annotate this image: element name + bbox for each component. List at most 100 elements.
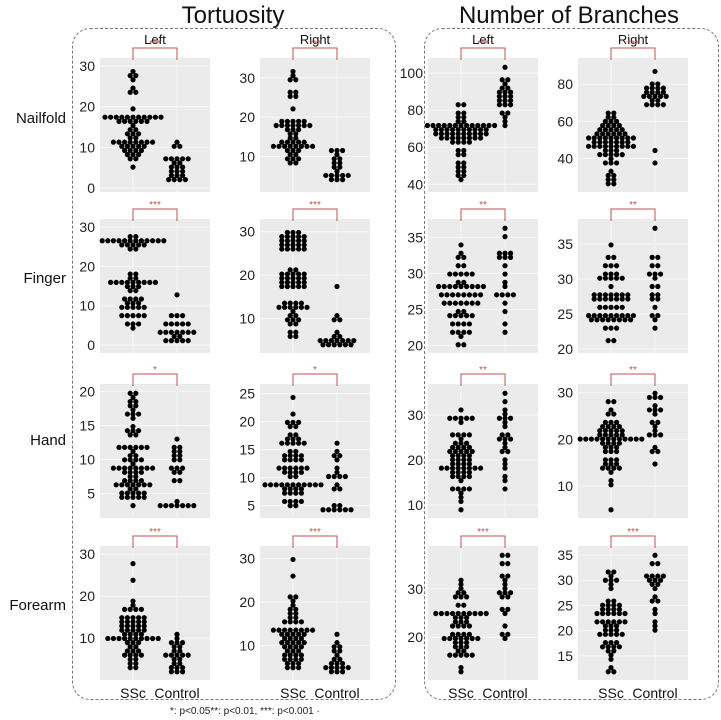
data-point-ssc [127, 246, 133, 252]
data-point-control [496, 436, 502, 442]
data-point-ssc [130, 411, 136, 417]
data-point-ssc [452, 313, 458, 319]
data-point-ssc [600, 131, 606, 137]
data-point-ssc [136, 482, 142, 488]
data-point-control [505, 573, 511, 579]
data-point-ssc [284, 234, 290, 240]
data-point-ssc [594, 436, 600, 442]
data-point-control [499, 573, 505, 579]
data-point-ssc [124, 490, 130, 496]
data-point-control [317, 338, 323, 344]
data-point-ssc [458, 313, 464, 319]
data-point-ssc [287, 93, 293, 99]
data-point-ssc [298, 652, 304, 658]
data-point-ssc [455, 648, 461, 654]
data-point-ssc [133, 486, 139, 492]
data-point-control [658, 93, 664, 99]
data-point-control [652, 461, 658, 467]
y-tick-label: 5 [87, 486, 95, 502]
data-point-ssc [622, 610, 628, 617]
data-point-ssc [158, 114, 164, 120]
y-tick-label: 30 [79, 58, 95, 74]
data-point-ssc [127, 652, 133, 658]
data-point-ssc [461, 432, 467, 438]
data-point-ssc [602, 275, 608, 281]
data-point-control [168, 669, 174, 675]
data-point-ssc [127, 234, 133, 240]
y-tick-label: 15 [557, 648, 573, 664]
data-point-ssc [279, 238, 285, 244]
data-point-ssc [136, 143, 142, 149]
data-point-ssc [304, 627, 310, 633]
data-point-control [334, 640, 340, 646]
data-point-control [644, 573, 650, 579]
data-point-ssc [602, 448, 608, 455]
data-point-ssc [447, 635, 453, 642]
data-point-ssc [318, 482, 324, 488]
data-point-ssc [138, 465, 144, 471]
data-point-ssc [452, 640, 458, 646]
y-tick-label: 10 [239, 149, 255, 165]
data-point-ssc [298, 490, 304, 496]
significance-bracket [292, 208, 338, 221]
data-point-ssc [293, 606, 299, 612]
data-point-control [502, 419, 508, 425]
data-point-ssc [136, 627, 142, 633]
data-point-ssc [284, 122, 290, 129]
data-point-ssc [441, 283, 447, 290]
data-point-control [168, 164, 174, 170]
data-point-ssc [127, 453, 133, 459]
data-point-ssc [301, 275, 307, 281]
data-point-ssc [130, 68, 136, 75]
data-point-ssc [284, 238, 290, 244]
data-point-ssc [597, 304, 603, 310]
data-point-ssc [138, 469, 144, 475]
data-point-ssc [602, 419, 608, 425]
data-point-ssc [141, 623, 147, 629]
data-point-control [174, 669, 180, 675]
side-label-right: Right [618, 32, 649, 47]
plot-background [100, 546, 210, 680]
significance-bracket [292, 535, 338, 548]
data-point-control [185, 321, 191, 327]
data-point-control [652, 225, 658, 231]
data-point-ssc [124, 114, 130, 120]
data-point-control [502, 590, 508, 596]
data-point-ssc [161, 238, 167, 244]
data-point-ssc [611, 440, 617, 446]
data-point-ssc [133, 234, 139, 240]
data-point-control [174, 313, 180, 319]
data-point-control [168, 640, 174, 646]
data-point-control [337, 453, 343, 459]
data-point-control [171, 444, 177, 450]
data-point-ssc [605, 669, 611, 675]
data-point-ssc [293, 635, 299, 642]
data-point-ssc [127, 135, 133, 141]
data-point-ssc [605, 619, 611, 625]
data-point-control [649, 598, 655, 604]
plot-background [100, 58, 210, 192]
data-point-ssc [270, 143, 276, 149]
data-point-control [328, 338, 334, 344]
data-point-ssc [466, 139, 472, 145]
data-point-ssc [293, 160, 299, 166]
data-point-ssc [450, 461, 456, 467]
data-point-ssc [293, 486, 299, 492]
y-tick-label: 20 [79, 383, 95, 399]
row-label-forearm: Forearm [9, 597, 66, 614]
data-point-ssc [619, 313, 625, 319]
data-point-ssc [287, 300, 293, 306]
data-point-ssc [458, 478, 464, 484]
data-point-ssc [296, 275, 302, 281]
data-point-ssc [141, 619, 147, 625]
data-point-control [502, 411, 508, 417]
data-point-ssc [614, 135, 620, 141]
data-point-ssc [472, 292, 478, 298]
data-point-ssc [293, 465, 299, 471]
row-label-finger: Finger [23, 270, 66, 287]
data-point-control [177, 660, 183, 667]
data-point-ssc [455, 342, 461, 348]
data-point-control [185, 652, 191, 658]
data-point-ssc [133, 444, 139, 450]
data-point-control [502, 623, 508, 629]
